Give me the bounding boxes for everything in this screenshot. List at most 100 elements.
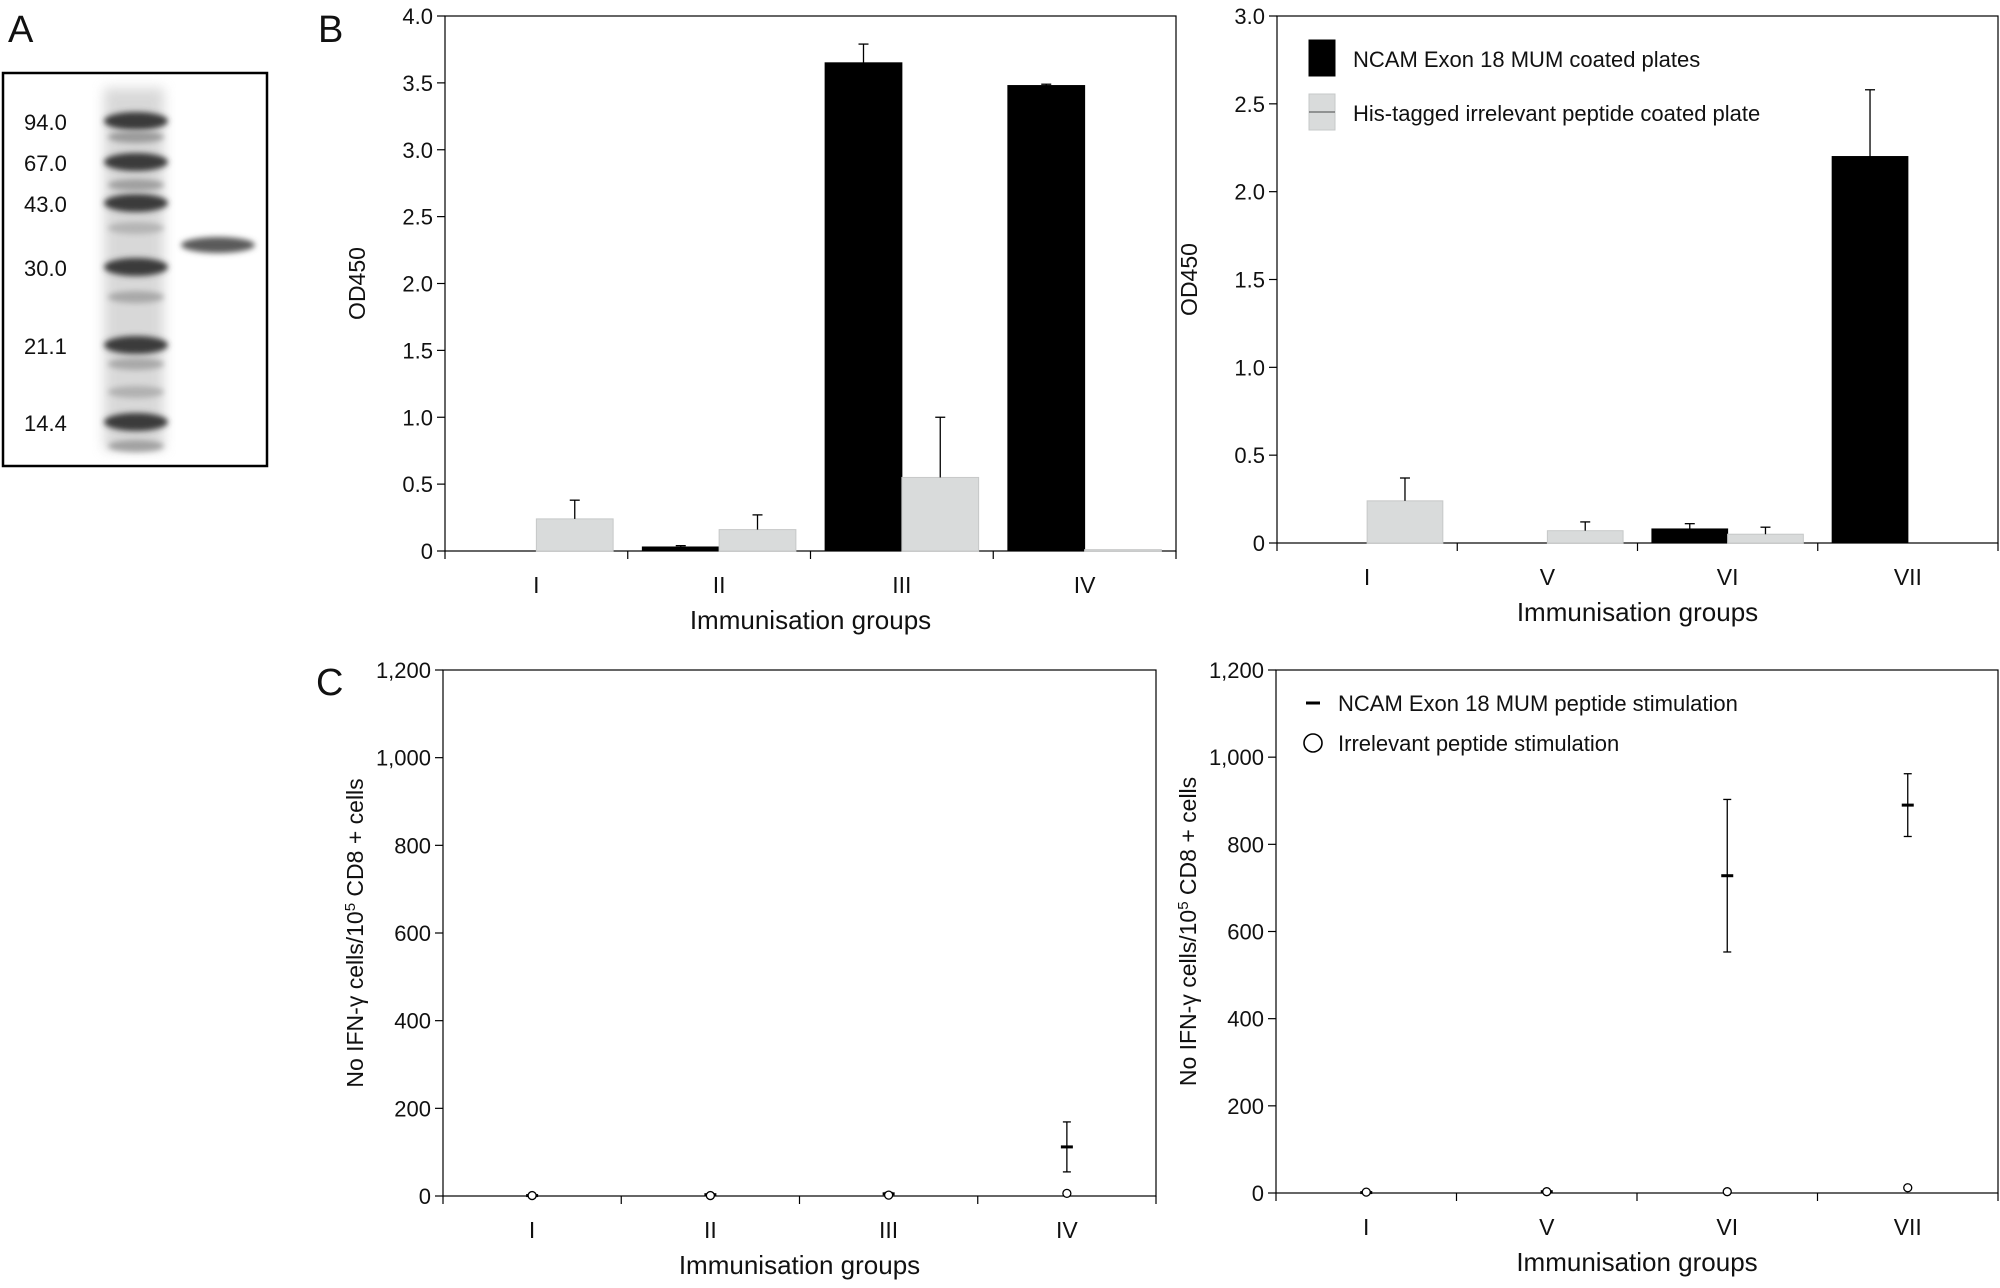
x-tick-label: I (1363, 1214, 1369, 1240)
legend-swatch (1308, 39, 1336, 77)
y-tick-label: 2.0 (402, 272, 433, 297)
y-axis-label: No IFN-γ cells/105 CD8 + cells (1175, 777, 1202, 1086)
x-tick-label: I (529, 1217, 535, 1243)
gel-sample-band (181, 237, 255, 253)
bar (1831, 156, 1909, 544)
data-point (1361, 1187, 1371, 1197)
x-axis-label: Immunisation groups (690, 605, 931, 635)
gel-band (108, 358, 164, 370)
bar (1084, 549, 1162, 552)
y-tick-label: 4.0 (402, 4, 433, 29)
gel-panel: 94.0 67.0 43.0 30.0 21.1 14.4 (1, 71, 269, 468)
y-tick-label: 2.0 (1234, 180, 1265, 205)
x-tick-label: III (879, 1217, 898, 1243)
bar (1546, 530, 1624, 544)
y-tick-label: 400 (394, 1009, 431, 1034)
y-tick-label: 0 (421, 539, 433, 564)
y-tick-label: 0 (1253, 531, 1265, 556)
plot-area-frame (442, 669, 1157, 1197)
bar (718, 529, 797, 552)
y-tick-label: 0 (1252, 1181, 1264, 1206)
bar (535, 518, 614, 552)
y-tick-label: 1,200 (376, 658, 431, 683)
data-point (705, 1190, 716, 1201)
y-tick-label: 1.5 (1234, 268, 1265, 293)
gel-marker-band (104, 112, 168, 130)
y-tick-label: 1.0 (1234, 355, 1265, 380)
x-tick-label: VII (1894, 1214, 1922, 1240)
gel-band (108, 222, 164, 234)
data-point (1062, 1188, 1072, 1199)
y-tick-label: 0 (419, 1184, 431, 1209)
x-tick-label: I (533, 572, 539, 598)
x-tick-label: II (713, 572, 726, 598)
chart-b-left: 00.51.01.52.02.53.03.54.0I II III IVImmunis… (344, 4, 1177, 635)
y-tick-label: 400 (1227, 1007, 1264, 1032)
gel-marker-label: 21.1 (24, 334, 67, 359)
y-tick-label: 0.5 (402, 472, 433, 497)
data-point (1722, 1187, 1732, 1197)
chart-b-right: 0 0.5 1.0 1.5 2.0 2.5 3.0 I V VI VII Immunisation g… (1176, 4, 1999, 627)
x-tick-label: VI (1717, 564, 1739, 590)
data-point (527, 1190, 537, 1201)
data-point (883, 1190, 894, 1200)
gel-marker-band (104, 258, 168, 276)
y-tick-label: 200 (1227, 1094, 1264, 1119)
y-axis-label: OD450 (1176, 243, 1202, 316)
x-tick-label: II (704, 1217, 717, 1243)
x-axis-label: Immunisation groups (1516, 1247, 1757, 1277)
gel-marker-label: 14.4 (24, 411, 67, 436)
gel-band (108, 131, 164, 143)
y-tick-label: 600 (394, 921, 431, 946)
gel-marker-band (104, 413, 168, 431)
data-point (1542, 1187, 1552, 1197)
gel-marker-label: 94.0 (24, 110, 67, 135)
gel-marker-label: 30.0 (24, 256, 67, 281)
bar (1651, 528, 1729, 544)
bar (1007, 85, 1086, 552)
x-axis-label: Immunisation groups (1517, 597, 1758, 627)
gel-marker-band (104, 336, 168, 354)
data-point (1903, 1183, 1913, 1193)
y-tick-label: 2.5 (402, 205, 433, 230)
y-tick-label: 200 (394, 1096, 431, 1121)
y-tick-label: 3.0 (402, 138, 433, 163)
x-axis-label: Immunisation groups (679, 1250, 920, 1280)
gel-band (108, 179, 164, 191)
y-tick-label: 1,000 (376, 746, 431, 771)
gel-marker-band (104, 194, 168, 212)
y-axis-label: No IFN-γ cells/105 CD8 + cells (342, 778, 369, 1087)
legend-label: NCAM Exon 18 MUM coated plates (1353, 47, 1700, 72)
y-tick-label: 3.5 (402, 71, 433, 96)
bar (641, 546, 720, 552)
legend-label: His-tagged irrelevant peptide coated pla… (1353, 101, 1760, 126)
y-tick-label: 600 (1227, 920, 1264, 945)
gel-marker-label: 43.0 (24, 192, 67, 217)
panel-letter-c: C (316, 662, 343, 704)
y-tick-label: 2.5 (1234, 92, 1265, 117)
x-tick-label: V (1539, 1214, 1555, 1240)
x-tick-label: VII (1894, 564, 1922, 590)
y-tick-label: 3.0 (1234, 4, 1265, 29)
y-tick-label: 0.5 (1234, 443, 1265, 468)
x-tick-label: III (892, 572, 911, 598)
y-tick-label: 800 (394, 833, 431, 858)
y-tick-label: 1.5 (402, 338, 433, 363)
gel-band (108, 291, 164, 303)
x-tick-label: I (1364, 564, 1370, 590)
x-tick-label: V (1540, 564, 1556, 590)
y-tick-label: 800 (1227, 832, 1264, 857)
x-tick-label: IV (1074, 572, 1096, 598)
y-tick-label: 1,000 (1209, 745, 1264, 770)
chart-c-right: 0 200 400 600 800 1,000 1,200 I V VI VII Immunisati… (1175, 658, 1999, 1277)
y-tick-label: 1.0 (402, 405, 433, 430)
bar (1366, 500, 1444, 544)
gel-marker-band (104, 153, 168, 171)
legend-label: NCAM Exon 18 MUM peptide stimulation (1338, 691, 1738, 716)
legend-label: Irrelevant peptide stimulation (1338, 731, 1619, 756)
y-axis-label: OD450 (344, 247, 370, 320)
x-tick-label: IV (1056, 1217, 1078, 1243)
x-tick-label: VI (1716, 1214, 1738, 1240)
